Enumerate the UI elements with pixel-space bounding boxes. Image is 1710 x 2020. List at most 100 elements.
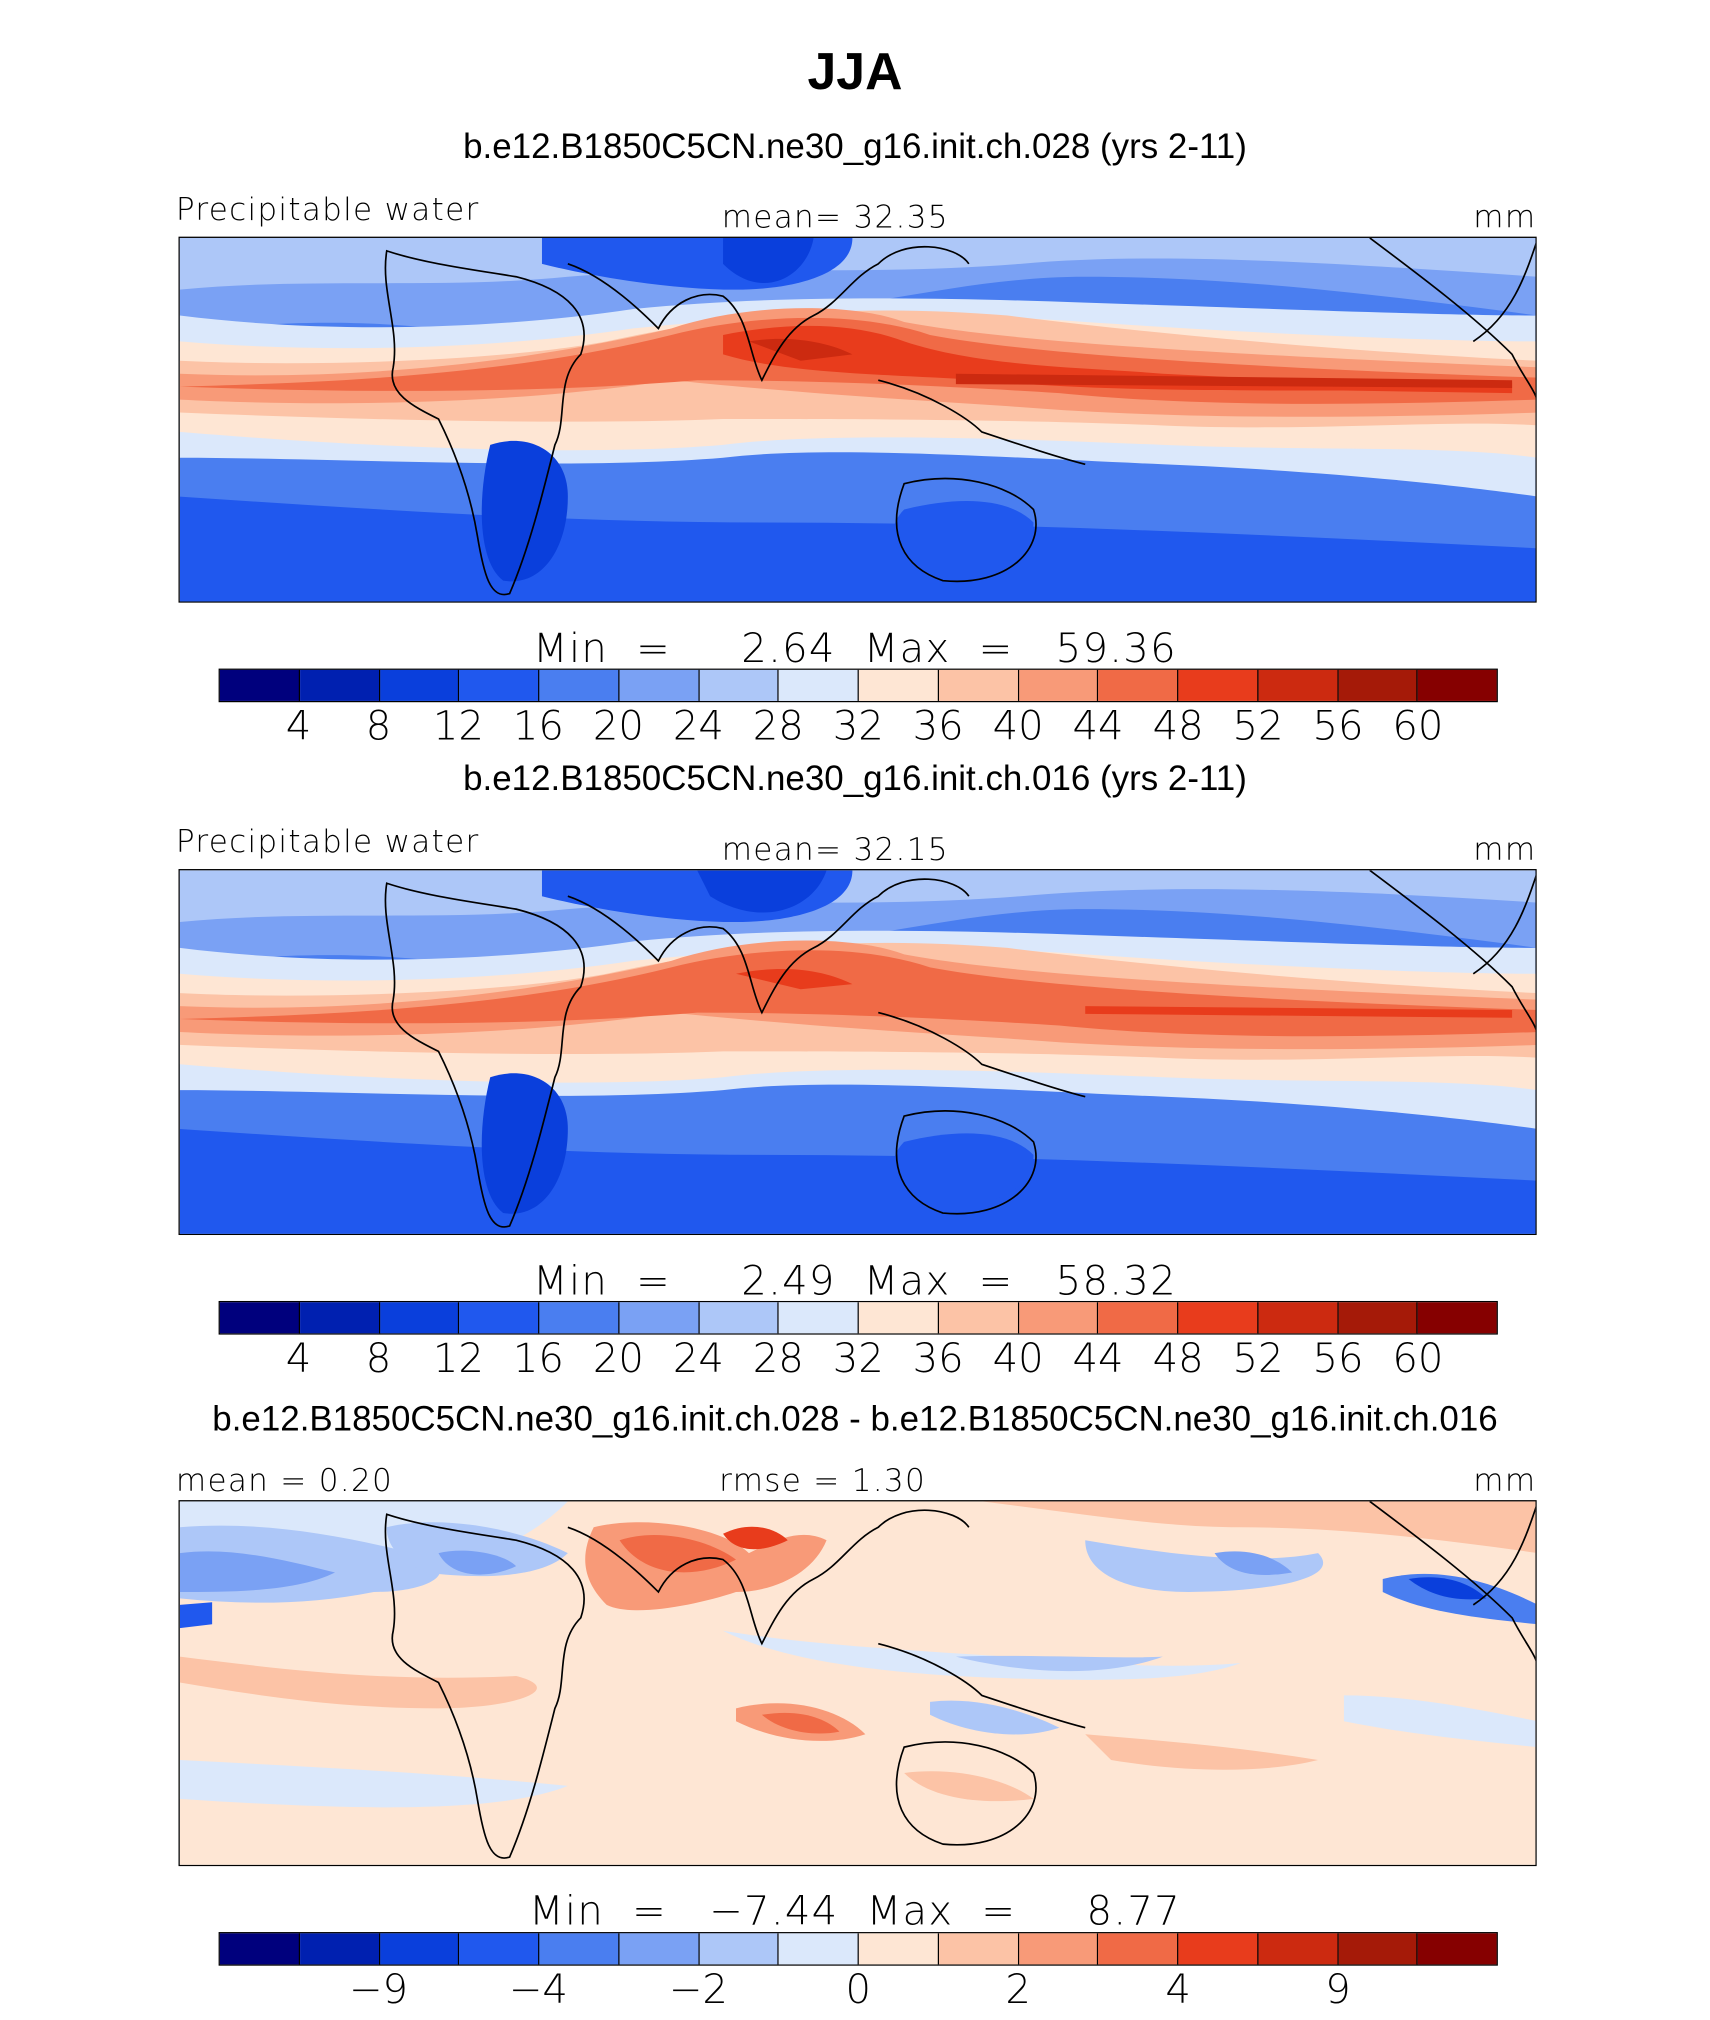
colorbar-tick-label: 36	[912, 703, 964, 751]
panel-3-map	[178, 1500, 1537, 1867]
panel-1-colorbar	[218, 668, 1498, 703]
panel-2-title: b.e12.B1850C5CN.ne30_g16.init.ch.016 (yr…	[463, 759, 1247, 798]
colorbar-tick-label: 40	[992, 703, 1044, 751]
colorbar-tick-label: 8	[365, 1335, 392, 1383]
colorbar-tick-label: 32	[832, 703, 884, 751]
colorbar-swatch	[459, 1302, 540, 1334]
colorbar-swatch	[619, 669, 700, 701]
colorbar-tick-label: 44	[1072, 703, 1124, 751]
colorbar-swatch	[858, 1302, 939, 1334]
panel-1-units-label: mm	[1473, 199, 1537, 236]
colorbar-swatch	[1098, 669, 1179, 701]
colorbar-swatch	[539, 669, 620, 701]
colorbar-swatch	[938, 1933, 1019, 1965]
figure-title: JJA	[807, 43, 903, 101]
panel-1-mean-label: mean= 32.35	[721, 199, 949, 236]
colorbar-swatch	[1338, 1933, 1418, 1965]
colorbar-tick-label: 4	[1165, 1966, 1191, 2014]
colorbar-tick-label: 48	[1152, 703, 1204, 751]
colorbar-swatch	[619, 1933, 700, 1965]
colorbar-tick-label: 28	[752, 1335, 804, 1383]
colorbar-swatch	[1417, 1302, 1497, 1334]
colorbar-tick-label: 24	[672, 1335, 724, 1383]
colorbar-tick-label: 56	[1312, 1335, 1364, 1383]
colorbar-tick-label: 24	[672, 703, 724, 751]
colorbar-swatch	[1098, 1302, 1179, 1334]
panel-3-units-label: mm	[1473, 1462, 1537, 1499]
panel-2-colorbar-ticks: 4 8 12 16 20 24 28 32 36 40 44 48 52 56 …	[219, 1336, 1498, 1388]
colorbar-tick-label: 20	[592, 703, 644, 751]
colorbar-tick-label: 12	[432, 1335, 484, 1383]
colorbar-tick-label: 52	[1232, 1335, 1284, 1383]
colorbar-swatch	[1018, 1933, 1099, 1965]
panel-1-map	[178, 236, 1537, 603]
colorbar-swatch	[699, 669, 780, 701]
colorbar-tick-label: 60	[1392, 1335, 1444, 1383]
colorbar-tick-label: 16	[512, 703, 564, 751]
panel-2-variable-label: Precipitable water	[175, 823, 480, 860]
colorbar-swatch	[379, 669, 460, 701]
colorbar-swatch	[539, 1302, 620, 1334]
colorbar-tick-label: 28	[752, 703, 804, 751]
colorbar-swatch	[219, 669, 300, 701]
colorbar-tick-label: 56	[1312, 703, 1364, 751]
colorbar-swatch	[379, 1933, 460, 1965]
colorbar-tick-label: 4	[285, 1335, 312, 1383]
colorbar-swatch	[779, 1933, 859, 1965]
colorbar-tick-label: 9	[1325, 1966, 1351, 2014]
colorbar-swatch	[938, 669, 1019, 701]
colorbar-tick-label: −4	[508, 1966, 568, 2014]
panel-1-variable-label: Precipitable water	[175, 191, 480, 228]
panel-1-colorbar-ticks: 4 8 12 16 20 24 28 32 36 40 44 48 52 56 …	[219, 704, 1498, 756]
panel-3-colorbar	[218, 1932, 1498, 1966]
panel-1-minmax: Min = 2.64 Max = 59.36	[533, 625, 1177, 673]
colorbar-tick-label: 4	[285, 703, 312, 751]
colorbar-swatch	[1178, 1302, 1259, 1334]
colorbar-tick-label: 40	[992, 1335, 1044, 1383]
panel-3-minmax: Min = −7.44 Max = 8.77	[529, 1888, 1181, 1935]
panel-2-minmax: Min = 2.49 Max = 58.32	[533, 1258, 1177, 1305]
colorbar-tick-label: 20	[592, 1335, 644, 1383]
colorbar-swatch	[699, 1933, 780, 1965]
colorbar-swatch	[1178, 669, 1259, 701]
colorbar-swatch	[779, 1302, 859, 1334]
colorbar-swatch	[1258, 1933, 1339, 1965]
colorbar-tick-label: 12	[432, 703, 484, 751]
colorbar-swatch	[1338, 669, 1418, 701]
colorbar-tick-label: 2	[1005, 1966, 1031, 2014]
colorbar-swatch	[1417, 669, 1497, 701]
colorbar-swatch	[619, 1302, 700, 1334]
panel-3-rmse-label: rmse = 1.30	[719, 1462, 927, 1499]
colorbar-tick-label: −2	[668, 1966, 728, 2014]
colorbar-swatch	[1258, 1302, 1339, 1334]
colorbar-swatch	[459, 1933, 540, 1965]
colorbar-tick-label: 16	[512, 1335, 564, 1383]
colorbar-swatch	[299, 669, 380, 701]
colorbar-swatch	[858, 669, 939, 701]
panel-2-mean-label: mean= 32.15	[721, 831, 949, 868]
colorbar-swatch	[858, 1933, 939, 1965]
colorbar-tick-label: 60	[1392, 703, 1444, 751]
colorbar-tick-label: 52	[1232, 703, 1284, 751]
colorbar-tick-label: −9	[348, 1966, 409, 2014]
colorbar-swatch	[1417, 1933, 1497, 1965]
panel-3-title: b.e12.B1850C5CN.ne30_g16.init.ch.028 - b…	[212, 1399, 1498, 1439]
colorbar-swatch	[779, 669, 859, 701]
colorbar-swatch	[1178, 1933, 1259, 1965]
colorbar-swatch	[219, 1302, 300, 1334]
colorbar-tick-label: 0	[845, 1966, 871, 2014]
colorbar-swatch	[938, 1302, 1019, 1334]
colorbar-swatch	[1018, 1302, 1099, 1334]
colorbar-swatch	[1338, 1302, 1418, 1334]
colorbar-tick-label: 32	[832, 1335, 884, 1383]
colorbar-swatch	[299, 1933, 380, 1965]
panel-2-units-label: mm	[1473, 831, 1537, 868]
colorbar-swatch	[379, 1302, 460, 1334]
panel-1-title: b.e12.B1850C5CN.ne30_g16.init.ch.028 (yr…	[463, 126, 1247, 166]
colorbar-tick-label: 36	[912, 1335, 964, 1383]
colorbar-tick-label: 8	[365, 703, 392, 751]
colorbar-swatch	[459, 669, 540, 701]
colorbar-swatch	[699, 1302, 780, 1334]
colorbar-tick-label: 48	[1152, 1335, 1204, 1383]
